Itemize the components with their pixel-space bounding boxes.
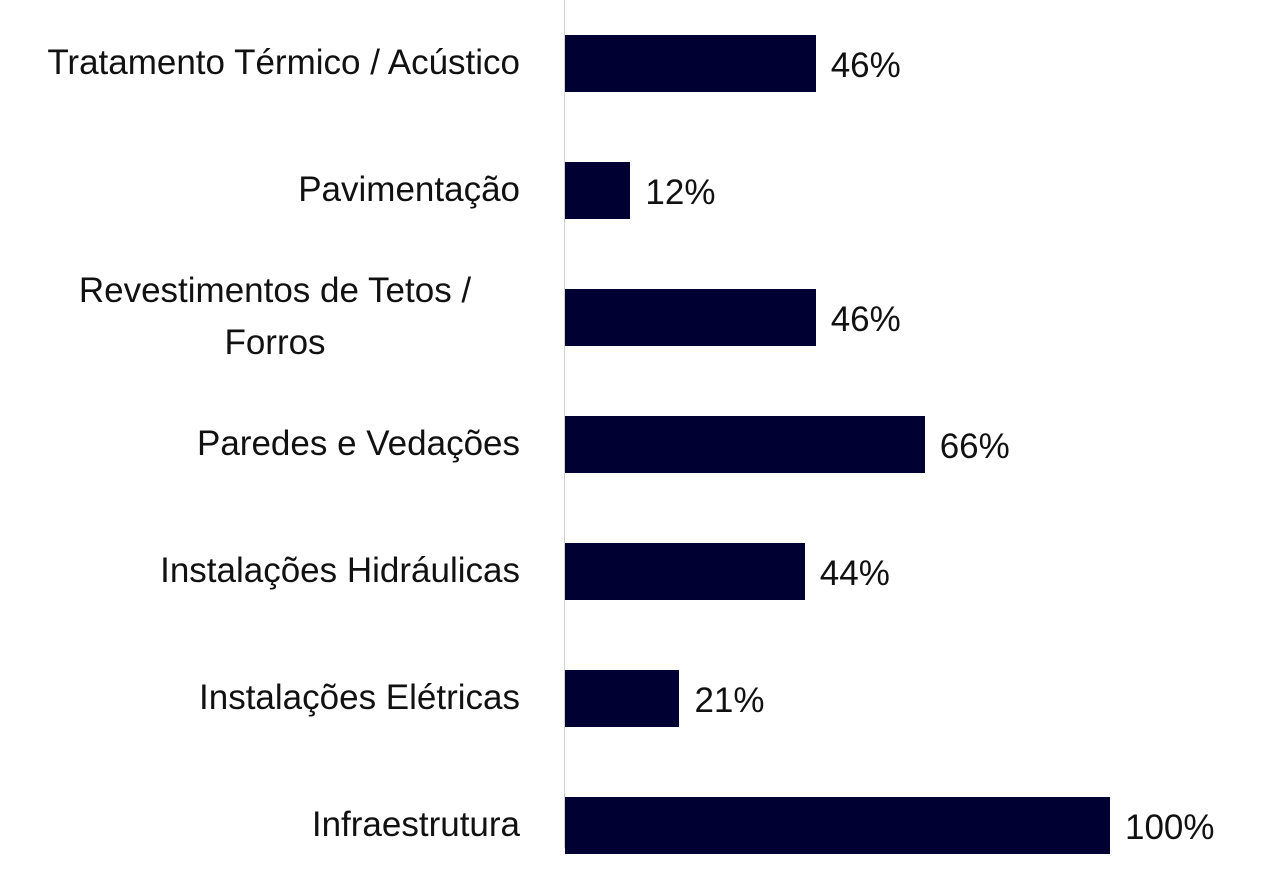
data-label: 66% [939, 426, 1010, 466]
y-tick-label-box: Paredes e Vedações [197, 389, 520, 499]
y-tick-label-box: Instalações Elétricas [199, 643, 520, 753]
y-tick-label-box: Infraestrutura [312, 770, 520, 880]
bar [565, 34, 816, 92]
y-tick-label: Paredes e Vedações [196, 424, 520, 463]
chart: Tratamento Térmico / Acústico 46% Paviment… [30, 0, 1215, 854]
bar [565, 288, 816, 346]
y-tick-label-box: Revestimentos de Tetos / Forros [30, 262, 520, 372]
y-tick-label-box: Pavimentação [298, 135, 520, 245]
y-tick-label: Instalações Elétricas [199, 678, 520, 717]
y-tick-label: Tratamento Térmico / Acústico [47, 43, 520, 82]
y-tick-label-box: Tratamento Térmico / Acústico [47, 8, 520, 118]
data-label: 46% [830, 299, 901, 339]
bar [565, 542, 805, 600]
bar [565, 415, 925, 473]
y-tick-label: Revestimentos de Tetos / Forros [78, 271, 472, 362]
data-label: 12% [645, 172, 716, 212]
data-label: 46% [830, 45, 901, 85]
data-label: 21% [694, 680, 765, 720]
y-tick-label: Instalações Hidráulicas [160, 551, 520, 590]
bar [565, 669, 680, 727]
y-tick-label-box: Instalações Hidráulicas [160, 516, 520, 626]
bar [565, 796, 1110, 854]
y-tick-label: Infraestrutura [311, 805, 520, 844]
data-label: 100% [1125, 807, 1215, 847]
category-axis [564, 0, 565, 848]
data-label: 44% [819, 553, 890, 593]
y-tick-label: Pavimentação [298, 170, 520, 209]
bar [565, 161, 631, 219]
